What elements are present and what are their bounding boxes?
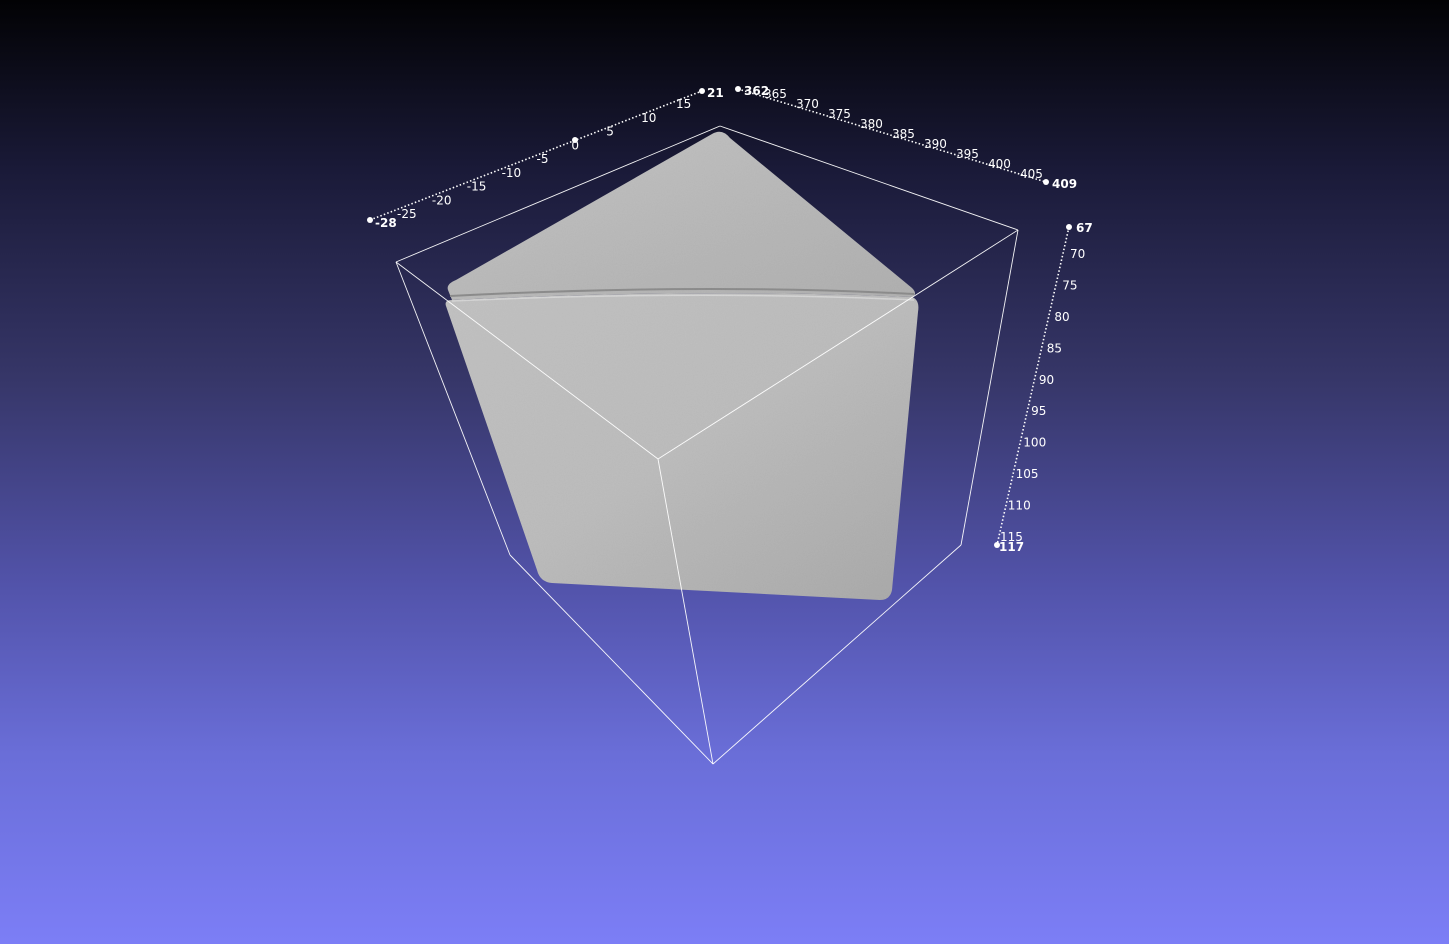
axis-x-tick-label: -25 bbox=[397, 207, 417, 221]
axis-z-max-label: 117 bbox=[999, 540, 1024, 554]
axis-y-tick-label: 390 bbox=[924, 137, 947, 151]
axis-y-max-label: 409 bbox=[1052, 177, 1077, 191]
axis-y-tick-label: 365 bbox=[764, 87, 787, 101]
axis-z-tick-label: 85 bbox=[1047, 341, 1062, 355]
axis-x-max-label: 21 bbox=[707, 86, 724, 100]
mesh-ridge-edge bbox=[449, 287, 915, 297]
axis-x-tick-label: 15 bbox=[676, 97, 691, 111]
axis-z-tick-label: 115 bbox=[1000, 530, 1023, 544]
axis-x-tick-label: -5 bbox=[537, 152, 549, 166]
axis-x-tick-label: 5 bbox=[606, 125, 614, 139]
axis-x-tick-label: 10 bbox=[641, 111, 656, 125]
axis-x-tick-label: -10 bbox=[502, 166, 522, 180]
axis-y-tick-label: 405 bbox=[1020, 167, 1043, 181]
axis-x-tick-label: -20 bbox=[432, 193, 452, 207]
axis-z-tick-label: 75 bbox=[1062, 278, 1077, 292]
mesh-prism[interactable] bbox=[445, 131, 919, 600]
axis-y-min-label: 362 bbox=[744, 84, 769, 98]
axis-y-ruler: 362 409 365 370 375 380 385 390 395 400 405 bbox=[735, 84, 1077, 191]
axis-x-min-label: -28 bbox=[375, 216, 397, 230]
bounding-box-front bbox=[395, 229, 1019, 765]
axis-z-ruler: 67 117 70 75 80 85 90 95 100 105 110 115 bbox=[994, 221, 1093, 554]
axis-z-tick-label: 70 bbox=[1070, 247, 1085, 261]
mesh-front-face bbox=[445, 293, 919, 600]
mesh-top-face bbox=[447, 131, 915, 300]
axis-z-tick-label: 80 bbox=[1054, 310, 1069, 324]
axis-x-ruler: -28 21 -25 -20 -15 -10 -5 0 5 10 15 bbox=[367, 86, 724, 230]
axis-y-tick-label: 395 bbox=[956, 147, 979, 161]
axis-y-tick-label: 380 bbox=[860, 117, 883, 131]
axis-x-tick-label: -15 bbox=[467, 180, 487, 194]
axis-z-tick-label: 110 bbox=[1008, 499, 1031, 513]
axis-z-tick-label: 100 bbox=[1023, 436, 1046, 450]
axis-z-tick-label: 105 bbox=[1016, 467, 1039, 481]
axis-y-tick-label: 400 bbox=[988, 157, 1011, 171]
axis-y-tick-label: 370 bbox=[796, 97, 819, 111]
axis-x-tick-label: 0 bbox=[571, 138, 579, 152]
axis-z-tick-label: 95 bbox=[1031, 404, 1046, 418]
bounding-box-back bbox=[395, 125, 1019, 765]
axis-z-tick-label: 90 bbox=[1039, 373, 1054, 387]
axis-y-tick-label: 385 bbox=[892, 127, 915, 141]
axis-y-tick-label: 375 bbox=[828, 107, 851, 121]
axis-z-min-label: 67 bbox=[1076, 221, 1093, 235]
